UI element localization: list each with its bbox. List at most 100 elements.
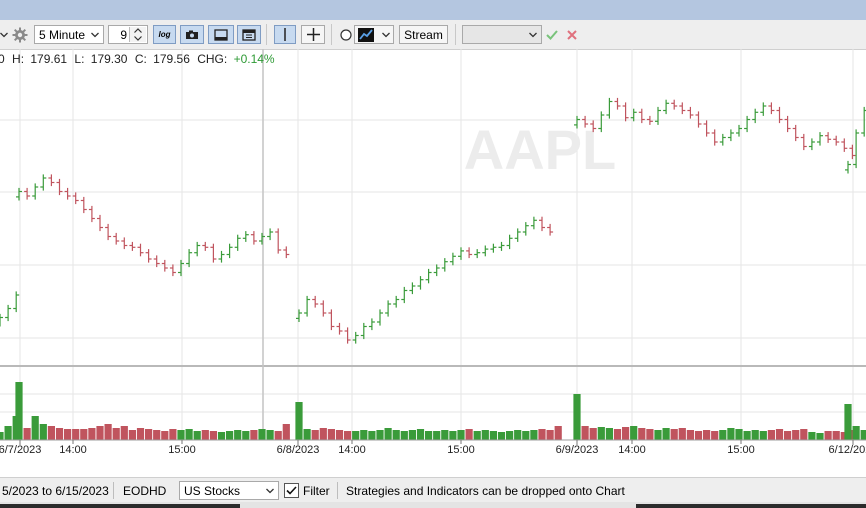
price-bar	[630, 108, 637, 122]
volume-bar	[506, 431, 514, 440]
volume-bar	[266, 430, 274, 440]
volume-bar	[678, 428, 686, 440]
dropdown-arrow-button[interactable]	[0, 25, 10, 44]
chevron-up-icon[interactable]	[134, 28, 142, 34]
price-bar	[655, 106, 661, 125]
interval-select[interactable]: 5 Minute	[34, 25, 104, 44]
price-bar	[539, 216, 545, 232]
price-bar	[113, 232, 120, 245]
confirm-button[interactable]	[543, 25, 561, 44]
cancel-button[interactable]	[563, 25, 581, 44]
price-bar	[137, 243, 144, 257]
ohlc-high-label: H:	[12, 52, 24, 66]
date-range-label: 5/2023 to 6/15/2023	[2, 483, 109, 498]
price-bar	[16, 187, 22, 201]
stream-radio[interactable]	[338, 25, 354, 44]
market-select[interactable]: US Stocks	[179, 481, 279, 500]
price-bar	[646, 115, 653, 125]
price-bar	[64, 187, 71, 200]
vertical-line-tool[interactable]	[274, 25, 296, 44]
interval-select-value: 5 Minute	[39, 27, 86, 42]
volume-bar	[384, 428, 392, 440]
price-bar	[40, 174, 47, 191]
price-bar	[242, 231, 249, 242]
price-bar	[234, 234, 241, 251]
volume-bar	[711, 431, 719, 440]
volume-bar	[727, 428, 735, 440]
ohlc-change-label: CHG:	[197, 52, 227, 66]
volume-bar	[344, 431, 352, 440]
date-label: 6/12/2023	[829, 444, 866, 456]
volume-bar	[605, 428, 613, 440]
price-bar	[441, 258, 448, 272]
price-bar	[711, 129, 718, 146]
price-bar	[458, 247, 464, 260]
volume-bar	[848, 430, 856, 440]
volume-bar	[860, 430, 866, 440]
price-bar	[622, 102, 629, 122]
volume-bar	[433, 431, 441, 440]
price-bar	[506, 234, 513, 250]
price-bar	[202, 241, 209, 251]
volume-bar	[449, 431, 457, 440]
price-chart[interactable]: AAPL 6/7/2023 6/8/2023 6/9/2023 6/12/2023 14…	[0, 49, 866, 462]
volume-bar	[88, 428, 96, 440]
symbol-select[interactable]	[462, 25, 542, 44]
price-bar	[328, 309, 335, 331]
price-bar	[800, 133, 807, 151]
volume-bar	[497, 432, 506, 440]
volume-bar	[153, 430, 161, 440]
volume-bar	[597, 427, 605, 440]
line-chart-icon	[358, 27, 374, 42]
volume-bar	[581, 426, 589, 440]
volume-bar	[613, 429, 622, 440]
ohlc-low-label: L:	[74, 52, 84, 66]
ohlc-readout: 0 H: 179.61 L: 179.30 C: 179.56 CHG: +0.…	[0, 52, 275, 66]
price-bar	[530, 216, 537, 230]
volume-bar	[514, 430, 522, 440]
price-bar	[514, 228, 521, 242]
price-bar	[178, 259, 184, 277]
date-label: 6/9/2023	[556, 444, 599, 456]
volume-bar	[185, 429, 193, 440]
bar-count-stepper[interactable]: 9	[108, 25, 148, 44]
price-bar	[377, 309, 383, 326]
snapshot-button[interactable]	[180, 25, 204, 44]
filter-checkbox[interactable]	[284, 483, 299, 498]
log-scale-button[interactable]: log	[153, 25, 176, 44]
volume-bar	[250, 430, 258, 440]
drop-hint-text: Strategies and Indicators can be dropped…	[346, 483, 625, 498]
volume-bar	[816, 433, 824, 440]
volume-bar	[128, 430, 136, 440]
settings-button[interactable]	[10, 25, 30, 44]
price-bar	[744, 115, 751, 133]
volume-bar	[638, 428, 646, 440]
top-panel-toggle[interactable]	[237, 25, 261, 44]
volume-bar	[832, 431, 840, 440]
price-bar	[218, 250, 225, 263]
volume-bar	[646, 429, 654, 440]
chevron-down-icon[interactable]	[134, 35, 142, 41]
volume-bar	[767, 430, 775, 440]
bottom-panel-toggle[interactable]	[208, 25, 234, 44]
price-bar	[853, 129, 860, 169]
volume-bar	[96, 426, 104, 440]
chart-grid	[0, 49, 866, 440]
stream-button[interactable]: Stream	[399, 25, 448, 44]
price-bar	[784, 115, 791, 133]
stepper-arrows[interactable]	[129, 27, 146, 42]
time-label: 14:00	[618, 444, 646, 456]
volume-bar	[295, 402, 303, 440]
ohlc-close-value: 179.56	[153, 52, 190, 66]
volume-bar	[759, 431, 767, 440]
volume-bar	[670, 429, 678, 440]
gear-icon	[12, 27, 28, 42]
volume-bar	[39, 424, 47, 440]
price-bar	[129, 241, 136, 251]
volume-bar	[112, 428, 120, 440]
ohlc-change-value: +0.14%	[234, 52, 275, 66]
volume-bar	[120, 426, 128, 440]
price-bar	[752, 108, 759, 124]
crosshair-tool[interactable]	[301, 25, 325, 44]
chart-style-select[interactable]	[354, 25, 394, 44]
